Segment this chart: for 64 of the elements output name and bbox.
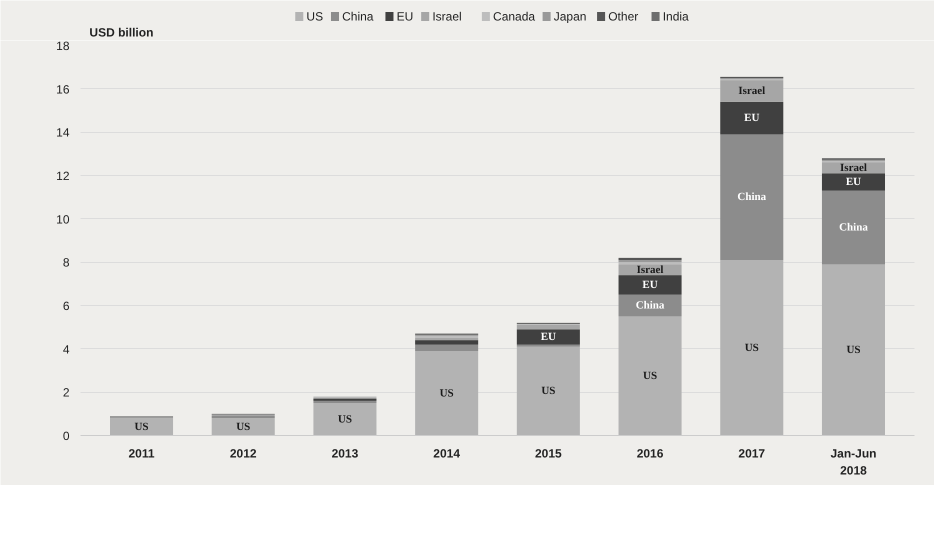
x-tick-label: Jan-Jun 2018: [830, 446, 876, 478]
x-tick-label: 2017: [738, 446, 766, 460]
data-label: Israel: [738, 85, 766, 97]
bar: [618, 275, 682, 295]
bar: [822, 173, 886, 191]
data-label: US: [541, 385, 556, 398]
bar: [415, 340, 478, 344]
data-label: US: [440, 387, 454, 400]
bar: [110, 418, 174, 436]
x-tick-label: 2013: [332, 446, 359, 460]
y-tick-label: 6: [62, 299, 70, 313]
bar: [415, 351, 478, 436]
bar: [822, 190, 886, 264]
data-label: China: [636, 300, 665, 312]
bar: [415, 344, 478, 351]
bar: [720, 80, 784, 102]
legend-label: Canada: [493, 10, 536, 24]
bar: [822, 264, 886, 436]
legend-label: China: [342, 10, 374, 24]
x-tick-label: 2011: [128, 446, 155, 460]
bar: [313, 403, 376, 436]
data-label: US: [134, 420, 149, 433]
data-label: EU: [642, 278, 658, 291]
y-tick-label: 12: [56, 169, 70, 183]
data-label: China: [839, 222, 868, 234]
legend-label: India: [662, 10, 690, 24]
data-label: US: [338, 413, 352, 426]
data-label: EU: [846, 176, 862, 188]
bar: [212, 418, 275, 436]
y-tick-label: 8: [62, 256, 70, 270]
data-label: Israel: [840, 162, 867, 174]
data-label: US: [846, 344, 861, 356]
x-tick-label: 2014: [433, 446, 460, 460]
x-tick-label: 2012: [230, 446, 257, 460]
data-label: Israel: [636, 264, 664, 276]
y-axis-title: USD billion: [89, 26, 154, 40]
y-tick-label: 16: [56, 82, 70, 96]
legend-label: EU: [396, 10, 414, 24]
y-tick-label: 14: [56, 126, 70, 140]
data-label: EU: [540, 330, 556, 343]
bar: [720, 102, 784, 134]
bar: [720, 134, 784, 260]
bar: [516, 346, 580, 436]
legend-label: US: [306, 10, 324, 24]
x-tick-label: 2015: [535, 446, 562, 460]
y-tick-label: 4: [62, 342, 70, 356]
bar: [516, 329, 580, 344]
data-label: China: [737, 191, 767, 204]
data-label: US: [744, 342, 759, 354]
bar: [516, 325, 580, 330]
bar: [618, 294, 682, 316]
bar: [618, 316, 682, 436]
bar: [720, 260, 784, 436]
data-label: EU: [744, 112, 760, 124]
legend-label: Japan: [554, 10, 586, 24]
data-label: US: [643, 370, 658, 382]
y-tick-label: 18: [56, 39, 70, 53]
data-label: US: [236, 420, 250, 433]
y-tick-label: 10: [56, 212, 70, 226]
legend-label: Israel: [432, 10, 462, 24]
x-tick-label: 2016: [636, 446, 664, 460]
legend-label: Other: [608, 10, 638, 24]
y-tick-label: 0: [62, 429, 70, 443]
y-tick-label: 2: [62, 386, 70, 400]
